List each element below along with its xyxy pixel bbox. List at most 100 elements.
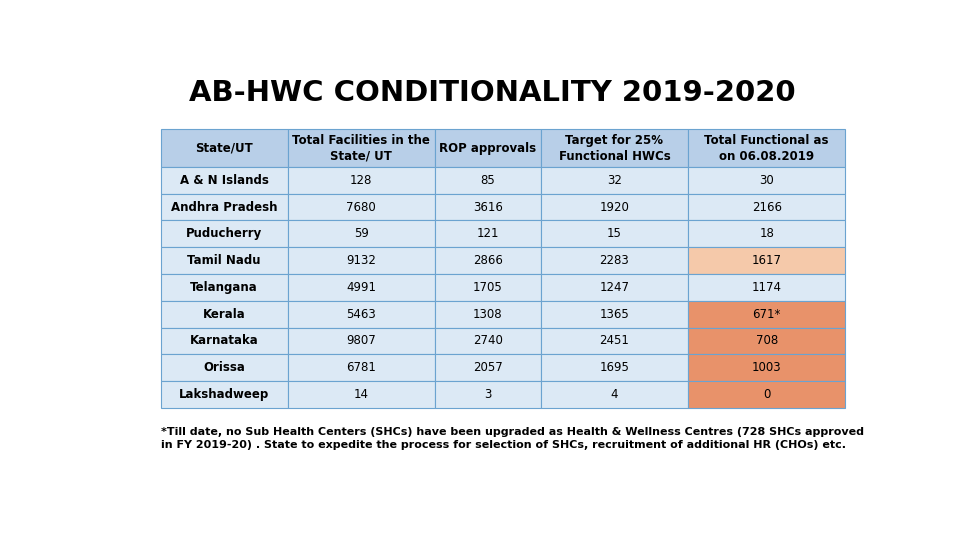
Text: 1247: 1247 xyxy=(599,281,630,294)
Text: 1695: 1695 xyxy=(599,361,630,374)
Text: 1617: 1617 xyxy=(752,254,781,267)
Text: 3: 3 xyxy=(484,388,492,401)
FancyBboxPatch shape xyxy=(161,301,288,327)
FancyBboxPatch shape xyxy=(540,194,688,220)
Text: Tamil Nadu: Tamil Nadu xyxy=(187,254,261,267)
FancyBboxPatch shape xyxy=(688,301,846,327)
Text: Puducherry: Puducherry xyxy=(186,227,262,240)
Text: 32: 32 xyxy=(607,174,622,187)
FancyBboxPatch shape xyxy=(288,167,435,194)
FancyBboxPatch shape xyxy=(288,354,435,381)
Text: Total Facilities in the
State/ UT: Total Facilities in the State/ UT xyxy=(292,133,430,163)
FancyBboxPatch shape xyxy=(540,247,688,274)
FancyBboxPatch shape xyxy=(435,129,540,167)
Text: 59: 59 xyxy=(353,227,369,240)
Text: 2866: 2866 xyxy=(473,254,503,267)
FancyBboxPatch shape xyxy=(435,381,540,408)
FancyBboxPatch shape xyxy=(435,274,540,301)
FancyBboxPatch shape xyxy=(688,274,846,301)
FancyBboxPatch shape xyxy=(288,247,435,274)
Text: 2057: 2057 xyxy=(473,361,503,374)
Text: *Till date, no Sub Health Centers (SHCs) have been upgraded as Health & Wellness: *Till date, no Sub Health Centers (SHCs)… xyxy=(161,427,864,450)
Text: 4991: 4991 xyxy=(347,281,376,294)
FancyBboxPatch shape xyxy=(540,327,688,354)
FancyBboxPatch shape xyxy=(688,354,846,381)
Text: 14: 14 xyxy=(353,388,369,401)
FancyBboxPatch shape xyxy=(435,247,540,274)
Text: 9132: 9132 xyxy=(347,254,376,267)
FancyBboxPatch shape xyxy=(288,129,435,167)
Text: 128: 128 xyxy=(350,174,372,187)
Text: 5463: 5463 xyxy=(347,308,376,321)
Text: 1174: 1174 xyxy=(752,281,781,294)
Text: State/UT: State/UT xyxy=(195,141,253,154)
FancyBboxPatch shape xyxy=(540,354,688,381)
Text: Total Functional as
on 06.08.2019: Total Functional as on 06.08.2019 xyxy=(705,133,828,163)
Text: 2166: 2166 xyxy=(752,200,781,213)
FancyBboxPatch shape xyxy=(161,167,288,194)
FancyBboxPatch shape xyxy=(288,220,435,247)
Text: 3616: 3616 xyxy=(473,200,503,213)
Text: 18: 18 xyxy=(759,227,774,240)
Text: A & N Islands: A & N Islands xyxy=(180,174,269,187)
FancyBboxPatch shape xyxy=(540,274,688,301)
Text: ROP approvals: ROP approvals xyxy=(439,141,537,154)
FancyBboxPatch shape xyxy=(288,301,435,327)
Text: 30: 30 xyxy=(759,174,774,187)
FancyBboxPatch shape xyxy=(435,194,540,220)
Text: 1705: 1705 xyxy=(473,281,503,294)
FancyBboxPatch shape xyxy=(435,167,540,194)
FancyBboxPatch shape xyxy=(161,129,288,167)
FancyBboxPatch shape xyxy=(688,327,846,354)
FancyBboxPatch shape xyxy=(688,220,846,247)
Text: 15: 15 xyxy=(607,227,622,240)
FancyBboxPatch shape xyxy=(688,167,846,194)
Text: 1003: 1003 xyxy=(752,361,781,374)
FancyBboxPatch shape xyxy=(435,354,540,381)
Text: Andhra Pradesh: Andhra Pradesh xyxy=(171,200,277,213)
Text: 1308: 1308 xyxy=(473,308,503,321)
FancyBboxPatch shape xyxy=(688,129,846,167)
Text: Telangana: Telangana xyxy=(190,281,258,294)
Text: 671*: 671* xyxy=(753,308,780,321)
Text: Karnataka: Karnataka xyxy=(190,334,258,347)
Text: Target for 25%
Functional HWCs: Target for 25% Functional HWCs xyxy=(559,133,670,163)
FancyBboxPatch shape xyxy=(540,129,688,167)
FancyBboxPatch shape xyxy=(688,381,846,408)
Text: 2451: 2451 xyxy=(599,334,630,347)
FancyBboxPatch shape xyxy=(435,327,540,354)
Text: 4: 4 xyxy=(611,388,618,401)
Text: Kerala: Kerala xyxy=(203,308,246,321)
Text: 6781: 6781 xyxy=(347,361,376,374)
FancyBboxPatch shape xyxy=(688,247,846,274)
Text: AB-HWC CONDITIONALITY 2019-2020: AB-HWC CONDITIONALITY 2019-2020 xyxy=(189,79,795,107)
Text: 0: 0 xyxy=(763,388,770,401)
Text: 85: 85 xyxy=(480,174,495,187)
FancyBboxPatch shape xyxy=(161,194,288,220)
Text: Orissa: Orissa xyxy=(204,361,245,374)
FancyBboxPatch shape xyxy=(540,301,688,327)
FancyBboxPatch shape xyxy=(161,220,288,247)
Text: 1920: 1920 xyxy=(599,200,630,213)
Text: 1365: 1365 xyxy=(599,308,629,321)
Text: Lakshadweep: Lakshadweep xyxy=(180,388,270,401)
Text: 7680: 7680 xyxy=(347,200,376,213)
FancyBboxPatch shape xyxy=(540,167,688,194)
Text: 9807: 9807 xyxy=(347,334,376,347)
FancyBboxPatch shape xyxy=(161,381,288,408)
FancyBboxPatch shape xyxy=(161,247,288,274)
FancyBboxPatch shape xyxy=(161,354,288,381)
FancyBboxPatch shape xyxy=(540,381,688,408)
FancyBboxPatch shape xyxy=(161,327,288,354)
Text: 2283: 2283 xyxy=(599,254,629,267)
FancyBboxPatch shape xyxy=(288,327,435,354)
FancyBboxPatch shape xyxy=(288,381,435,408)
FancyBboxPatch shape xyxy=(540,220,688,247)
Text: 708: 708 xyxy=(756,334,778,347)
Text: 121: 121 xyxy=(476,227,499,240)
Text: 2740: 2740 xyxy=(473,334,503,347)
FancyBboxPatch shape xyxy=(161,274,288,301)
FancyBboxPatch shape xyxy=(688,194,846,220)
FancyBboxPatch shape xyxy=(288,274,435,301)
FancyBboxPatch shape xyxy=(435,220,540,247)
